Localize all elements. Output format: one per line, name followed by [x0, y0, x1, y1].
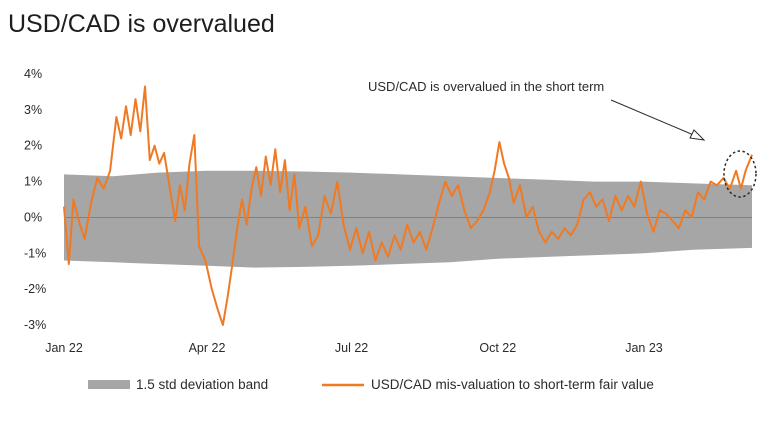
y-tick-label: 3%: [24, 103, 42, 117]
legend-line-label: USD/CAD mis-valuation to short-term fair…: [371, 377, 654, 392]
y-tick-label: 2%: [24, 139, 42, 153]
x-axis: Jan 22 Apr 22 Jul 22 Oct 22 Jan 23: [45, 341, 663, 355]
x-tick-label: Jul 22: [335, 341, 368, 355]
annotation-arrow-line: [610, 99, 697, 137]
y-tick-label: -3%: [24, 318, 46, 332]
highlight-circle: [723, 150, 757, 198]
y-tick-label: 4%: [24, 67, 42, 81]
y-tick-label: -1%: [24, 246, 46, 260]
annotation-arrowhead: [689, 129, 706, 141]
x-tick-label: Jan 22: [45, 341, 83, 355]
x-tick-label: Jan 23: [625, 341, 663, 355]
annotation-label: USD/CAD is overvalued in the short term: [368, 79, 604, 94]
x-tick-label: Oct 22: [479, 341, 516, 355]
y-tick-label: 1%: [24, 175, 42, 189]
line-layer: [63, 85, 753, 326]
legend: 1.5 std deviation band USD/CAD mis-valua…: [88, 377, 654, 392]
series-line-0: [63, 85, 753, 326]
legend-band-label: 1.5 std deviation band: [136, 377, 268, 392]
y-axis: 4% 3% 2% 1% 0% -1% -2% -3%: [24, 67, 46, 332]
y-tick-label: 0%: [24, 210, 42, 224]
annotation: USD/CAD is overvalued in the short term: [368, 79, 757, 198]
x-tick-label: Apr 22: [189, 341, 226, 355]
legend-band-swatch: [88, 380, 130, 389]
chart-title: USD/CAD is overvalued: [8, 10, 275, 38]
y-tick-label: -2%: [24, 282, 46, 296]
